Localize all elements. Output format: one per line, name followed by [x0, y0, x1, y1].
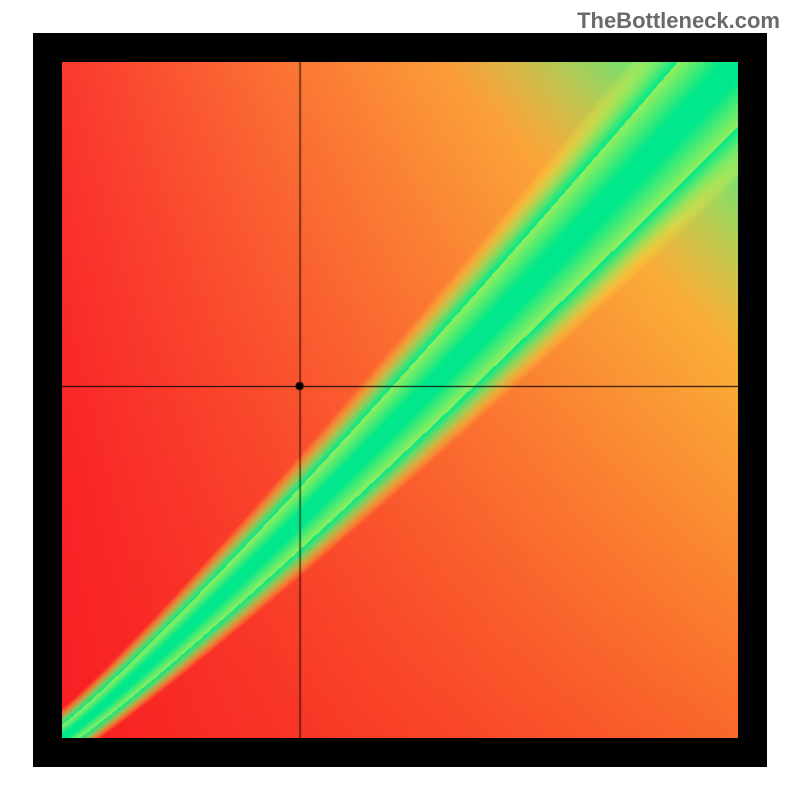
- chart-container: TheBottleneck.com: [0, 0, 800, 800]
- heatmap-canvas: [62, 62, 738, 738]
- watermark-text: TheBottleneck.com: [577, 8, 780, 34]
- chart-frame: [33, 33, 767, 767]
